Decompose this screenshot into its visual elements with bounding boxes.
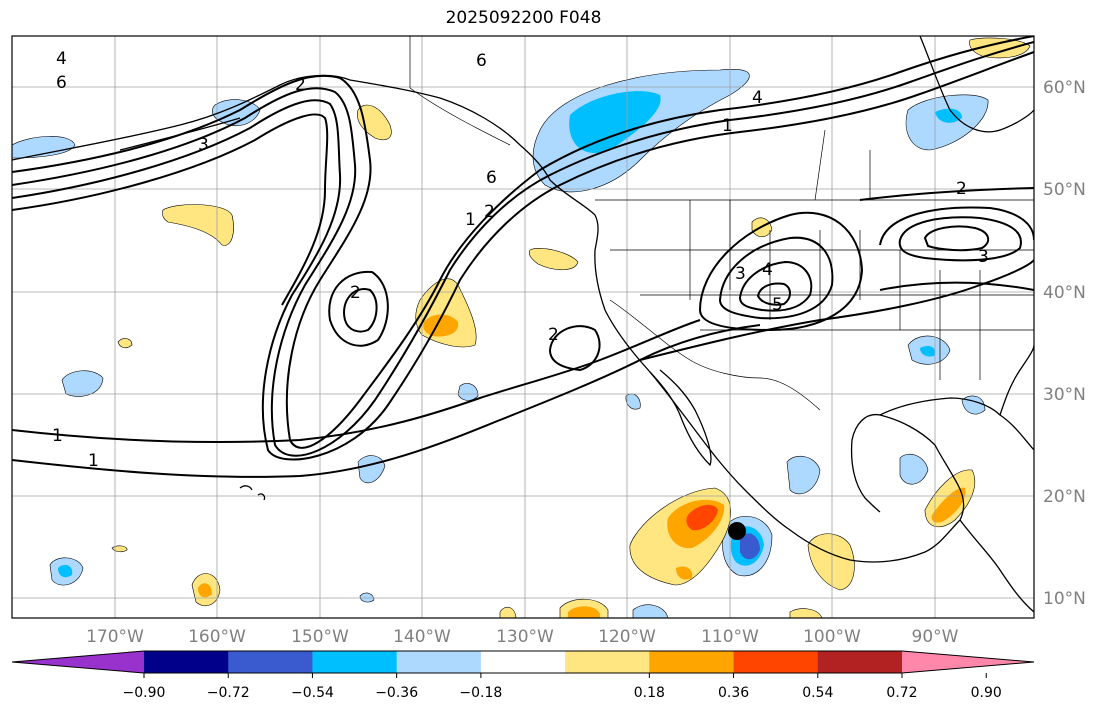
positive-anomaly-region [499, 606, 517, 618]
negative-anomaly-region [532, 69, 750, 193]
negative-anomaly-region [357, 455, 386, 484]
contour-label: 4 [56, 49, 67, 69]
colorbar-label: 0.54 [802, 685, 833, 701]
lon-label: 90°W [912, 627, 959, 647]
graticule [12, 36, 1034, 618]
colorbar-label: 0.72 [886, 685, 917, 701]
contour-label: 5 [772, 295, 783, 315]
colorbar: −0.90 −0.72 −0.54 −0.36 −0.18 0.18 0.36 0.54 0.7… [11, 650, 1035, 701]
anomaly-fills [12, 37, 1031, 618]
lon-label: 130°W [496, 627, 554, 647]
negative-anomaly-core [58, 564, 73, 578]
colorbar-segment [396, 651, 482, 673]
colorbar-label: 0.18 [634, 685, 665, 701]
contour-label: 2 [956, 179, 967, 199]
contour-label: 1 [88, 451, 99, 471]
contour-label: 6 [56, 73, 67, 93]
lon-label: 170°W [86, 627, 144, 647]
contour-label: 2 [548, 325, 559, 345]
colorbar-segment [733, 651, 819, 673]
positive-anomaly-region [162, 204, 234, 246]
contour-label: 3 [978, 247, 989, 267]
contour-label: 3 [735, 264, 746, 284]
negative-anomaly-core [569, 91, 661, 154]
contour-label: 2 [484, 202, 495, 222]
contour-label: 6 [476, 51, 487, 71]
colorbar-label: 0.36 [718, 685, 749, 701]
negative-anomaly-region [457, 383, 479, 401]
lat-label: 30°N [1043, 385, 1086, 405]
lon-label: 140°W [393, 627, 451, 647]
lon-label: 160°W [188, 627, 246, 647]
contour-label: 1 [722, 116, 733, 136]
longitude-labels: 170°W 160°W 150°W 140°W 130°W 120°W 110°… [86, 627, 959, 647]
negative-anomaly-region [632, 604, 669, 618]
negative-anomaly-region [961, 395, 986, 415]
contour-label: 1 [465, 210, 476, 230]
positive-anomaly-core [198, 583, 212, 598]
colorbar-extend-high [902, 651, 1034, 673]
lat-label: 50°N [1043, 180, 1086, 200]
colorbar-label: −0.54 [291, 685, 334, 701]
contour-label: 2 [350, 283, 361, 303]
negative-anomaly-region [786, 455, 821, 495]
lon-label: 120°W [598, 627, 656, 647]
positive-anomaly-region [528, 248, 579, 271]
positive-anomaly-region [357, 104, 392, 141]
positive-anomaly-region [789, 608, 823, 618]
latitude-labels: 10°N 20°N 30°N 40°N 50°N 60°N [1043, 78, 1086, 609]
negative-anomaly-region [899, 454, 929, 485]
positive-anomaly-region [969, 37, 1031, 59]
colorbar-label: −0.90 [123, 685, 166, 701]
positive-anomaly-strong [686, 504, 718, 531]
colorbar-extend-low [12, 651, 144, 673]
colorbar-segment [649, 651, 735, 673]
contour-label: 6 [486, 168, 497, 188]
lon-label: 110°W [701, 627, 759, 647]
lat-label: 60°N [1043, 78, 1086, 98]
negative-anomaly-region [625, 393, 641, 410]
lon-label: 150°W [291, 627, 349, 647]
colorbar-label: −0.18 [459, 685, 502, 701]
colorbar-label: −0.36 [375, 685, 418, 701]
colorbar-label: −0.72 [207, 685, 250, 701]
colorbar-segment [817, 651, 903, 673]
storm-marker-dot [728, 522, 746, 540]
coastlines [12, 36, 1034, 613]
positive-anomaly-region [807, 533, 855, 591]
colorbar-segment [312, 651, 398, 673]
positive-anomaly-region [117, 338, 133, 349]
map-title: 2025092200 F048 [445, 8, 602, 28]
positive-anomaly-core [568, 606, 600, 618]
negative-anomaly-region [359, 592, 375, 603]
negative-anomaly-deep [740, 533, 760, 560]
lat-label: 40°N [1043, 283, 1086, 303]
negative-anomaly-core [935, 108, 962, 123]
colorbar-segment [144, 651, 229, 673]
lat-label: 20°N [1043, 487, 1086, 507]
contour-label: 4 [762, 260, 773, 280]
positive-anomaly-region [415, 278, 477, 348]
colorbar-segment [228, 651, 313, 673]
positive-anomaly-core [423, 314, 459, 337]
contour-lines [12, 36, 1034, 478]
colorbar-label: 0.90 [971, 685, 1002, 701]
contour-label: 1 [52, 426, 63, 446]
lon-label: 100°W [803, 627, 861, 647]
contour-label: 3 [198, 135, 209, 155]
lat-label: 10°N [1043, 589, 1086, 609]
negative-anomaly-region [61, 370, 104, 397]
negative-anomaly-region [12, 136, 76, 159]
colorbar-segment [565, 651, 650, 673]
contour-label: 4 [752, 88, 763, 108]
colorbar-segment [480, 651, 566, 673]
positive-anomaly-region [111, 545, 128, 553]
contour-labels: 4 6 6 4 1 6 2 1 2 2 3 4 5 3 2 1 1 2 3 [52, 49, 989, 471]
map-frame [11, 35, 1035, 619]
positive-anomaly-core [676, 566, 693, 580]
negative-anomaly-core [920, 345, 936, 357]
contour-label: 2 [295, 75, 306, 95]
